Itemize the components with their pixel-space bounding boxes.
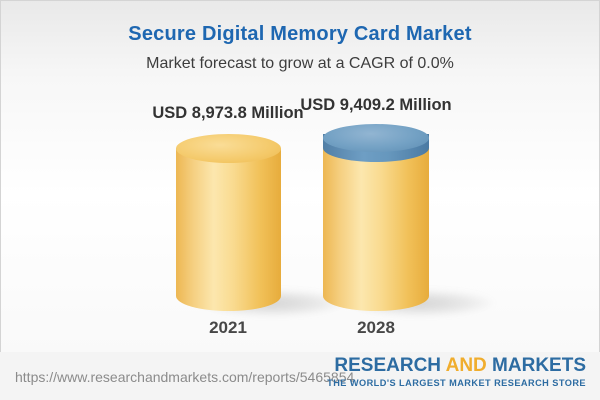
footer-bar: https://www.researchandmarkets.com/repor…: [0, 352, 600, 400]
value-label-2021: USD 8,973.8 Million: [152, 104, 304, 122]
year-label-2021: 2021: [209, 318, 247, 337]
cylinder-body-gold: [176, 148, 281, 311]
value-label-2028: USD 9,409.2 Million: [300, 96, 452, 114]
cylinder-body-gold: [323, 148, 429, 311]
logo-wordmark: RESEARCH AND MARKETS: [327, 356, 586, 375]
logo-word-markets: MARKETS: [492, 355, 586, 376]
cylinder-bar-2021: [176, 134, 281, 311]
year-label-2028: 2028: [357, 318, 395, 337]
chart-area: Secure Digital Memory Card Market Market…: [0, 0, 600, 353]
cylinder-top-gold: [176, 134, 281, 163]
chart-title: Secure Digital Memory Card Market: [128, 23, 472, 45]
logo-tagline: THE WORLD'S LARGEST MARKET RESEARCH STOR…: [327, 378, 586, 388]
growth-cap-top: [323, 124, 429, 152]
cylinder-bar-2028: [323, 124, 429, 311]
logo-word-research: RESEARCH: [334, 355, 442, 376]
chart-subtitle: Market forecast to grow at a CAGR of 0.0…: [146, 55, 454, 72]
logo-word-and: AND: [445, 355, 487, 376]
report-url: https://www.researchandmarkets.com/repor…: [15, 369, 355, 385]
research-and-markets-logo: RESEARCH AND MARKETS THE WORLD'S LARGEST…: [327, 356, 586, 388]
